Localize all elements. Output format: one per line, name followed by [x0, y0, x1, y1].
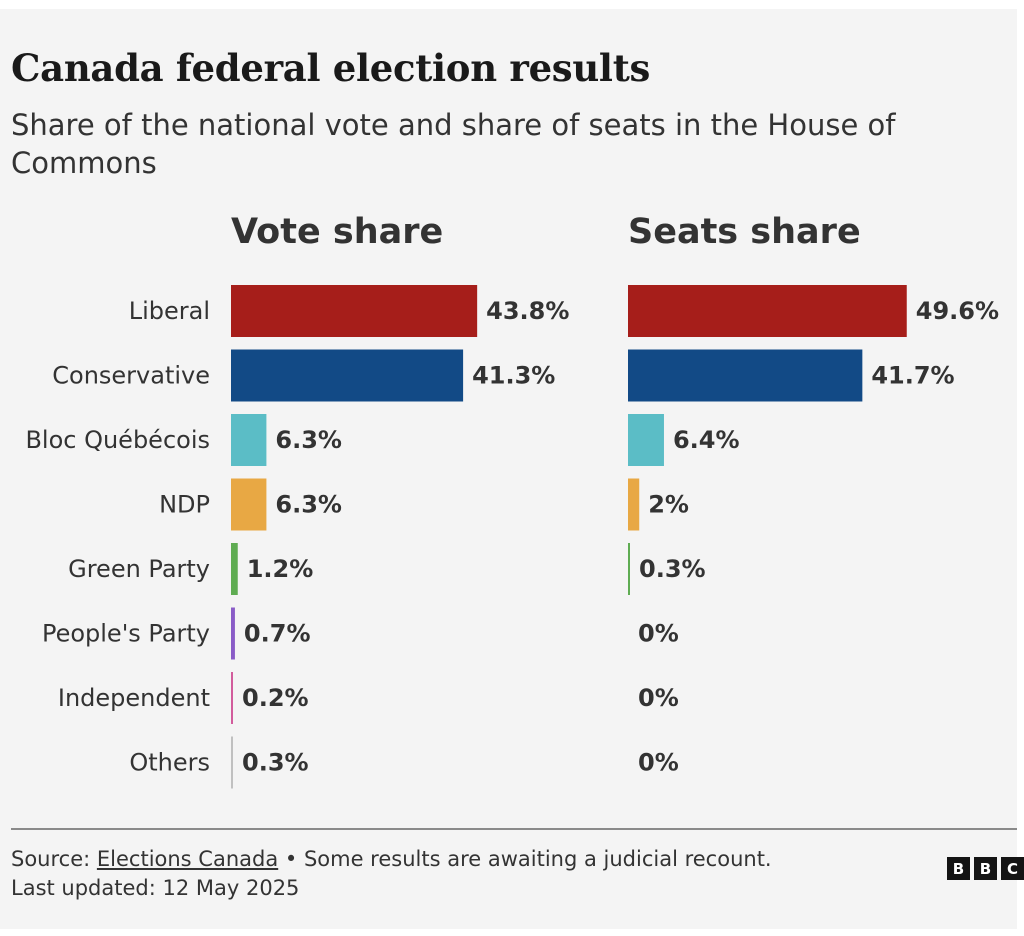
vote-share-value: 0.2%: [242, 684, 309, 712]
seats-share-bar: [628, 349, 863, 402]
vote-share-bar: [231, 478, 267, 531]
source-line: Source: Elections Canada • Some results …: [11, 845, 772, 874]
seats-share-value: 41.7%: [871, 362, 954, 390]
category-label: People's Party: [42, 620, 210, 648]
category-label: Liberal: [129, 297, 210, 325]
seats-share-value: 0%: [638, 749, 679, 777]
category-label: Conservative: [52, 362, 210, 390]
vote-share-value: 0.7%: [244, 620, 311, 648]
seats-share-value: 49.6%: [916, 297, 999, 325]
chart-card: [0, 9, 1017, 929]
vote-share-bar: [231, 543, 238, 595]
vote-share-value: 0.3%: [242, 749, 309, 777]
vote-share-value: 41.3%: [472, 362, 555, 390]
footer-divider: [11, 828, 1017, 830]
bbc-logo-letter: C: [1001, 857, 1024, 880]
seats-share-bar: [628, 414, 664, 466]
chart-subtitle: Share of the national vote and share of …: [11, 108, 896, 180]
vote-share-value: 43.8%: [486, 297, 569, 325]
seats-share-value: 2%: [648, 491, 689, 519]
bbc-logo: B B C: [947, 857, 1024, 880]
vote-share-bar: [231, 607, 235, 660]
source-prefix: Source:: [11, 847, 97, 871]
vote-share-bar: [231, 736, 233, 789]
category-label: NDP: [159, 491, 210, 519]
category-label: Others: [129, 749, 210, 777]
source-note: • Some results are awaiting a judicial r…: [278, 847, 772, 871]
category-label: Bloc Québécois: [25, 426, 210, 454]
seats-share-bar: [628, 285, 907, 337]
source-link[interactable]: Elections Canada: [96, 847, 279, 871]
vote-share-value: 1.2%: [247, 555, 314, 583]
seats-share-value: 6.4%: [673, 426, 740, 454]
seats-share-value: 0%: [638, 620, 679, 648]
seats-share-heading: Seats share: [628, 212, 861, 252]
vote-share-bar: [231, 349, 464, 402]
seats-share-value: 0%: [638, 684, 679, 712]
category-label: Independent: [58, 684, 210, 712]
bbc-logo-letter: B: [947, 857, 970, 880]
vote-share-value: 6.3%: [275, 426, 342, 454]
seats-share-bar: [628, 543, 630, 595]
chart-title: Canada federal election results: [11, 46, 651, 90]
seats-share-value: 0.3%: [639, 555, 706, 583]
last-updated: Last updated: 12 May 2025: [11, 876, 300, 900]
vote-share-heading: Vote share: [231, 212, 444, 252]
bbc-logo-letter: B: [974, 857, 997, 880]
vote-share-bar: [231, 285, 478, 337]
category-label: Green Party: [68, 555, 210, 583]
vote-share-bar: [231, 672, 233, 724]
vote-share-value: 6.3%: [275, 491, 342, 519]
vote-share-bar: [231, 414, 267, 466]
footer: Source: Elections Canada • Some results …: [11, 845, 772, 903]
seats-share-bar: [628, 478, 640, 531]
